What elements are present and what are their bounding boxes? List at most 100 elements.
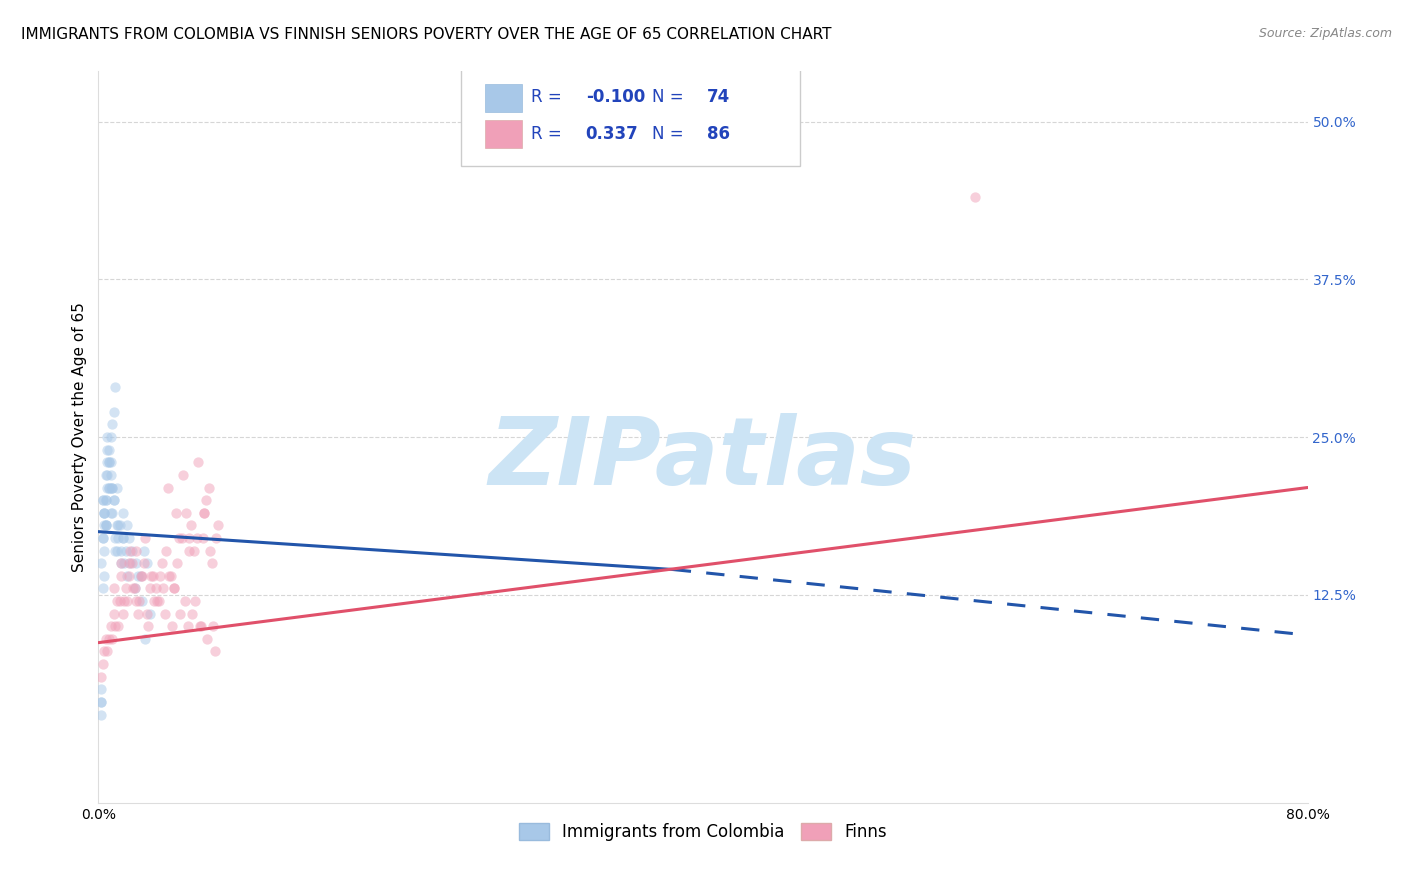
Point [134, 632, 156, 646]
Text: ZIPatlas: ZIPatlas [489, 413, 917, 505]
Point [101, 632, 124, 646]
FancyBboxPatch shape [485, 84, 522, 112]
Point [163, 582, 186, 596]
Point [101, 506, 124, 520]
Point [155, 543, 177, 558]
Point [104, 379, 127, 393]
Point [101, 481, 124, 495]
Point [96, 430, 118, 444]
Point [100, 619, 122, 633]
Point [131, 569, 153, 583]
Point [100, 481, 122, 495]
Point [96, 481, 118, 495]
Point [125, 556, 148, 570]
Point [179, 543, 201, 558]
Point [91, 531, 114, 545]
Point [103, 493, 125, 508]
Point [125, 594, 148, 608]
Point [105, 594, 128, 608]
Point [202, 619, 225, 633]
Point [94, 518, 117, 533]
Point [145, 582, 167, 596]
Point [143, 594, 166, 608]
Point [100, 430, 122, 444]
Point [115, 518, 138, 533]
Point [124, 582, 146, 596]
Point [129, 569, 152, 583]
Text: R =: R = [531, 125, 567, 143]
Point [194, 493, 217, 508]
Point [191, 531, 214, 545]
Point [107, 518, 129, 533]
Point [200, 543, 222, 558]
Point [160, 569, 183, 583]
Point [107, 619, 129, 633]
Point [96, 644, 118, 658]
Point [103, 405, 125, 419]
Point [118, 569, 141, 583]
Point [91, 493, 114, 508]
Legend: Immigrants from Colombia, Finns: Immigrants from Colombia, Finns [510, 814, 896, 849]
Point [90, 670, 112, 684]
Point [110, 556, 132, 570]
Point [94, 493, 117, 508]
Point [146, 594, 169, 608]
Point [94, 467, 117, 482]
Point [103, 582, 125, 596]
Point [101, 417, 124, 432]
Point [115, 569, 138, 583]
Point [128, 594, 150, 608]
Point [120, 543, 142, 558]
Point [112, 594, 135, 608]
Point [100, 455, 122, 469]
Point [127, 607, 149, 621]
Point [90, 695, 112, 709]
Point [93, 644, 115, 658]
Point [91, 493, 114, 508]
Point [166, 556, 188, 570]
Point [149, 569, 172, 583]
Point [965, 190, 987, 204]
Point [132, 556, 155, 570]
Point [176, 619, 198, 633]
Point [98, 455, 121, 469]
Point [111, 506, 134, 520]
Point [93, 506, 115, 520]
Point [111, 531, 134, 545]
Point [111, 531, 134, 545]
Point [98, 481, 121, 495]
Point [90, 695, 112, 709]
Point [127, 569, 149, 583]
Point [153, 607, 176, 621]
Point [148, 594, 170, 608]
Point [190, 619, 212, 633]
Point [112, 556, 135, 570]
Text: -0.100: -0.100 [586, 88, 645, 106]
Point [91, 582, 114, 596]
Point [96, 442, 118, 457]
Point [188, 619, 211, 633]
Point [186, 531, 208, 545]
Point [125, 543, 148, 558]
Point [197, 481, 219, 495]
Point [169, 607, 191, 621]
Point [129, 569, 152, 583]
Point [101, 481, 124, 495]
Point [135, 556, 157, 570]
Point [93, 543, 115, 558]
Text: R =: R = [531, 88, 567, 106]
Point [173, 594, 195, 608]
Point [114, 582, 136, 596]
FancyBboxPatch shape [461, 68, 800, 167]
Point [150, 556, 173, 570]
Point [115, 594, 138, 608]
Point [142, 569, 165, 583]
Point [110, 556, 132, 570]
Point [152, 582, 174, 596]
Point [179, 531, 201, 545]
Point [114, 543, 136, 558]
Point [122, 582, 145, 596]
Point [96, 455, 118, 469]
Point [181, 607, 204, 621]
Point [98, 481, 121, 495]
